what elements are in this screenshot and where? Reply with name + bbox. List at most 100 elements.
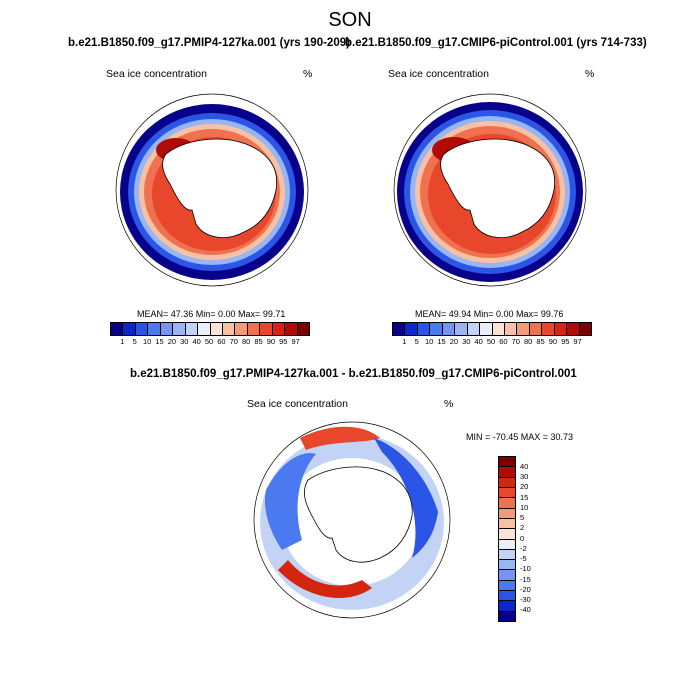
colorbar-tick-label: 15	[520, 492, 529, 502]
antarctica	[162, 138, 278, 238]
colorbar-tick-label: -15	[520, 574, 531, 584]
diff-blue-band-right	[374, 438, 438, 558]
colorbar-tick-label: 90	[548, 337, 558, 346]
colorbar-tick-label: 95	[279, 337, 288, 346]
colorbar-swatch	[173, 323, 186, 335]
colorbar-swatch	[567, 323, 580, 335]
colorbar-swatch	[504, 323, 518, 335]
colorbar-tick-label: 10	[142, 337, 152, 346]
colorbar-swatch	[499, 611, 515, 621]
colorbar-swatch	[579, 323, 591, 335]
colorbar-tick-label: -10	[520, 564, 531, 574]
colorbar-tick-label: 30	[180, 337, 189, 346]
colorbar-tick-label: 30	[520, 472, 529, 481]
colorbar-tick-label: -40	[520, 605, 531, 615]
colorbar-swatch	[499, 467, 515, 478]
colorbar-tick-label: 20	[520, 482, 529, 492]
colorbar-tick-label: 85	[254, 337, 263, 346]
panel-1-polar-map	[115, 93, 309, 287]
colorbar-swatch	[222, 323, 236, 335]
diff-polar-map	[253, 421, 451, 619]
diff-title: b.e21.B1850.f09_g17.PMIP4-127ka.001 - b.…	[130, 368, 577, 380]
colorbar-tick-label: 30	[462, 337, 471, 346]
colorbar-swatch	[480, 323, 493, 335]
colorbar-swatch	[499, 487, 515, 499]
colorbar-swatch	[467, 323, 481, 335]
colorbar-swatch	[297, 323, 309, 335]
colorbar-tick-label: 60	[217, 337, 226, 346]
colorbar-swatch	[210, 323, 223, 335]
diff-red-band-bottom	[278, 560, 372, 599]
colorbar-swatch	[499, 498, 515, 509]
colorbar-swatch	[499, 580, 515, 592]
colorbar-tick-label: 5	[520, 513, 525, 522]
colorbar-tick-label: 60	[499, 337, 508, 346]
panel-2-stats: MEAN= 49.94 Min= 0.00 Max= 99.76	[415, 309, 564, 319]
antarctica	[440, 138, 556, 238]
colorbar-tick-label: 2	[520, 523, 525, 533]
colorbar-tick-label: -5	[520, 554, 527, 563]
colorbar-tick-label: 20	[449, 337, 459, 346]
colorbar-tick-label: 5	[414, 337, 419, 346]
colorbar-swatch	[529, 323, 543, 335]
colorbar-swatch	[499, 518, 515, 530]
diff-variable: Sea ice concentration	[247, 398, 348, 410]
colorbar-swatch	[123, 323, 136, 335]
panel-1-stats: MEAN= 47.36 Min= 0.00 Max= 99.71	[137, 309, 286, 319]
colorbar-tick-label: -20	[520, 584, 531, 594]
panel-2-polar-map	[393, 93, 587, 287]
colorbar-swatch	[499, 457, 515, 468]
colorbar-tick-label: 20	[167, 337, 177, 346]
colorbar-swatch	[160, 323, 174, 335]
colorbar-tick-label: 1	[402, 337, 407, 346]
colorbar-swatch	[135, 323, 149, 335]
colorbar-tick-label: 1	[120, 337, 125, 346]
panel-1-variable: Sea ice concentration	[106, 68, 207, 80]
colorbar-swatch	[417, 323, 431, 335]
colorbar-swatch	[499, 529, 515, 540]
panel-2-units: %	[585, 68, 595, 80]
colorbar-swatch	[405, 323, 418, 335]
diff-colorbar-labels: 40 30 20 15 10 5 2 0 -2 -5 -10 -15 -20 -30 -40	[520, 456, 550, 620]
colorbar-swatch	[499, 601, 515, 612]
colorbar-tick-label: 70	[229, 337, 238, 346]
colorbar-swatch	[148, 323, 161, 335]
colorbar-tick-label: 97	[291, 337, 300, 346]
colorbar-tick-label: 80	[523, 337, 533, 346]
season-title: SON	[328, 9, 372, 31]
colorbar-tick-label: 80	[241, 337, 251, 346]
colorbar-tick-label: 50	[204, 337, 214, 346]
colorbar-tick-label: 50	[486, 337, 496, 346]
colorbar-tick-label: -2	[520, 543, 527, 553]
colorbar-tick-label: 95	[561, 337, 570, 346]
colorbar-tick-label: 40	[520, 461, 529, 471]
colorbar-swatch	[499, 549, 515, 561]
colorbar-swatch	[499, 508, 515, 519]
colorbar-swatch	[499, 539, 515, 550]
colorbar-swatch	[235, 323, 248, 335]
colorbar-swatch	[554, 323, 568, 335]
colorbar-tick-label: 97	[573, 337, 582, 346]
colorbar-swatch	[499, 477, 515, 488]
colorbar-swatch	[111, 323, 124, 335]
colorbar-swatch	[185, 323, 199, 335]
colorbar-tick-label: 10	[424, 337, 434, 346]
colorbar-tick-label: 70	[511, 337, 520, 346]
colorbar-swatch	[272, 323, 286, 335]
panel-1-title: b.e21.B1850.f09_g17.PMIP4-127ka.001 (yrs…	[68, 37, 350, 49]
panel-2-colorbar	[392, 322, 592, 336]
panel-2-title: b.e21.B1850.f09_g17.CMIP6-piControl.001 …	[345, 37, 647, 49]
diff-colorbar	[498, 456, 516, 622]
colorbar-swatch	[198, 323, 211, 335]
colorbar-tick-label: -30	[520, 595, 531, 604]
colorbar-tick-label: 0	[520, 533, 525, 543]
panel-1-units: %	[303, 68, 313, 80]
colorbar-tick-label: 5	[132, 337, 137, 346]
colorbar-swatch	[542, 323, 555, 335]
colorbar-tick-label: 90	[266, 337, 276, 346]
colorbar-swatch	[393, 323, 406, 335]
colorbar-tick-label: 40	[474, 337, 483, 346]
colorbar-tick-label: 85	[536, 337, 545, 346]
colorbar-tick-label: 15	[437, 337, 446, 346]
colorbar-swatch	[499, 591, 515, 602]
